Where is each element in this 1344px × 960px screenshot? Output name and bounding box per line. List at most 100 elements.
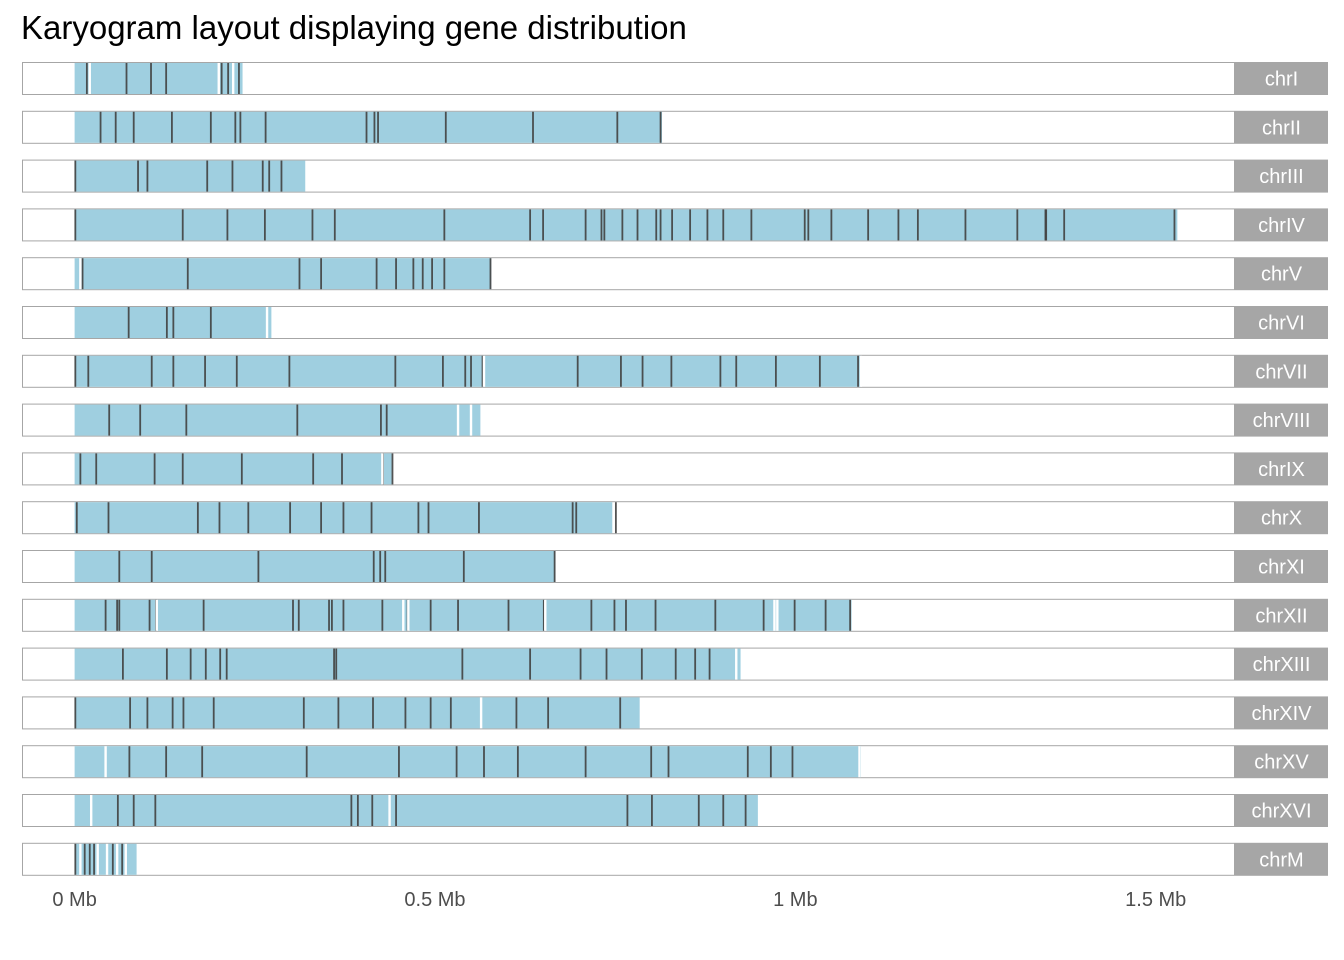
gene-mark — [674, 648, 677, 680]
gene-mark — [694, 648, 697, 680]
gene-mark — [576, 355, 579, 387]
gene-mark — [331, 599, 333, 631]
chart-title: Karyogram layout displaying gene distrib… — [21, 9, 687, 46]
gene-mark — [641, 355, 644, 387]
gene-mark — [85, 63, 88, 94]
gene-mark — [311, 209, 314, 241]
gene-mark — [584, 746, 587, 778]
gene-mark — [489, 258, 492, 290]
gene-mark — [204, 648, 207, 680]
gene-mark — [651, 795, 653, 826]
gene-mark — [107, 502, 110, 534]
gene-mark — [132, 111, 135, 143]
gene-mark — [671, 209, 674, 241]
gene-mark — [74, 697, 77, 729]
chromosome-label: chrIX — [1258, 459, 1305, 481]
gene-mark — [320, 258, 323, 290]
gene-mark — [708, 648, 711, 680]
gene-gap-mark — [79, 258, 82, 290]
gene-mark — [219, 648, 222, 680]
gene-mark — [417, 502, 420, 534]
gene-mark — [654, 599, 657, 631]
chromosome-label: chrXIV — [1251, 703, 1312, 725]
gene-mark — [667, 746, 670, 778]
gene-mark — [626, 795, 629, 826]
gene-mark — [247, 502, 250, 534]
gene-density-band — [74, 746, 861, 778]
gene-mark — [515, 697, 518, 729]
gene-mark — [429, 697, 432, 729]
gene-mark — [600, 209, 603, 241]
gene-mark — [118, 551, 121, 582]
gene-mark — [659, 209, 662, 241]
gene-mark — [553, 551, 556, 582]
gene-mark — [619, 697, 622, 729]
chromosome-strip — [1235, 842, 1328, 876]
gene-mark — [342, 502, 345, 534]
chromosome-strip — [1235, 452, 1328, 486]
gene-mark — [206, 160, 209, 192]
gene-mark — [114, 111, 117, 143]
gene-mark — [689, 209, 692, 241]
gene-mark — [372, 697, 374, 729]
chromosome-strip — [1235, 745, 1328, 779]
chromosome-label: chrX — [1261, 508, 1302, 530]
chromosome-label: chrXV — [1254, 752, 1309, 774]
gene-mark — [532, 111, 534, 143]
chromosome-row-chrVIII: chrVIII — [22, 403, 1328, 437]
gene-mark — [379, 551, 382, 582]
chromosome-row-chrVI: chrVI — [22, 306, 1328, 339]
x-tick-label: 0 Mb — [52, 889, 96, 911]
gene-mark — [697, 795, 700, 826]
gene-mark — [74, 209, 77, 241]
gene-mark — [470, 355, 472, 387]
gene-mark — [670, 355, 673, 387]
gene-mark — [127, 307, 130, 338]
gene-gap-mark — [381, 453, 384, 485]
chromosome-strip — [1235, 794, 1328, 827]
gene-mark — [263, 209, 266, 241]
gene-gap-mark — [479, 697, 483, 729]
gene-mark — [614, 502, 617, 534]
chromosome-row-chrII: chrII — [22, 110, 1328, 144]
gene-mark — [655, 209, 658, 241]
gene-mark — [302, 697, 305, 729]
gene-mark — [483, 746, 485, 778]
gene-mark — [333, 648, 335, 680]
gene-mark — [239, 111, 242, 143]
gene-mark — [212, 697, 215, 729]
gene-density-band — [74, 111, 663, 143]
x-tick-label: 1.5 Mb — [1125, 889, 1186, 911]
gene-mark — [132, 795, 135, 826]
gene-mark — [427, 502, 430, 534]
gene-mark — [625, 599, 627, 631]
gene-mark — [791, 746, 794, 778]
gene-mark — [74, 160, 77, 192]
gene-gap-mark — [858, 746, 861, 778]
gene-mark — [202, 599, 205, 631]
gene-mark — [377, 111, 379, 143]
gene-mark — [897, 209, 900, 241]
gene-mark — [81, 258, 84, 290]
gene-mark — [240, 453, 243, 485]
chromosome-label: chrVIII — [1253, 410, 1311, 432]
gene-mark — [121, 843, 124, 875]
gene-gap-mark — [79, 843, 82, 875]
chromosome-row-chrX: chrX — [22, 501, 1328, 535]
gene-mark — [449, 697, 452, 729]
gene-mark — [280, 160, 283, 192]
gene-mark — [762, 599, 765, 631]
gene-mark — [722, 795, 725, 826]
gene-mark — [99, 111, 102, 143]
gene-mark — [312, 453, 315, 485]
gene-mark — [116, 795, 119, 826]
gene-mark — [298, 258, 301, 290]
gene-mark — [181, 209, 184, 241]
gene-density-band — [74, 697, 640, 729]
gene-mark — [375, 258, 378, 290]
gene-mark — [1173, 209, 1176, 241]
gene-mark — [93, 843, 95, 875]
gene-mark — [442, 355, 444, 387]
gene-mark — [916, 209, 919, 241]
gene-mark — [111, 843, 114, 875]
